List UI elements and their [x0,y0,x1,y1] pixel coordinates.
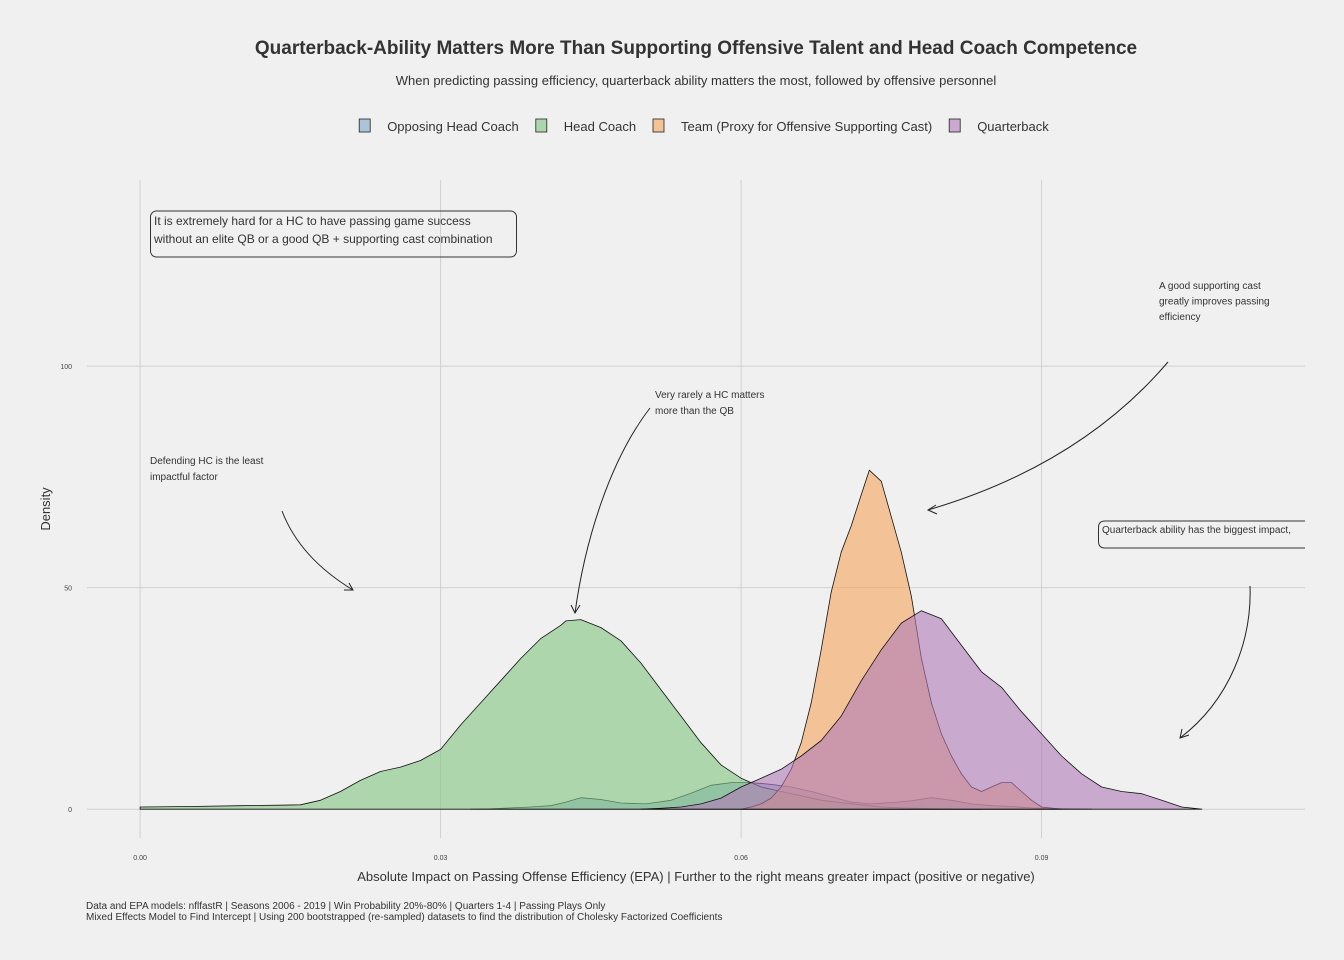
annotation-hc-rarely-line-1: Very rarely a HC matters [655,390,764,401]
annotations: It is extremely hard for a HC to have pa… [150,210,1305,739]
annotation-arrow-defending-hc [281,510,354,591]
legend-item-opposing-head-coach: Opposing Head Coach [358,118,519,134]
caption-line-1: Data and EPA models: nflfastR | Seasons … [86,901,605,912]
caption-line-2: Mixed Effects Model to Find Intercept | … [86,912,722,923]
x-tick-label: 0.09 [1035,855,1049,862]
legend-swatch [535,118,548,133]
annotation-hc-rarely-line-2: more than the QB [655,406,734,417]
legend-item-quarterback: Quarterback [948,118,1049,134]
annotation-supporting-cast-line-3: efficiency [1159,312,1201,323]
legend-item-team-proxy-for-offensive-supporting-cast: Team (Proxy for Offensive Supporting Cas… [652,118,932,134]
annotation-supporting-cast: A good supporting cast greatly improves … [1159,281,1272,323]
annotation-arrowhead-hc-rarely [570,604,581,615]
y-tick-label: 100 [60,364,72,371]
annotation-arrow-qb-biggest [1179,585,1251,739]
annotation-arrow-hc-rarely [574,407,651,614]
legend-swatch [652,118,665,133]
legend-label: Opposing Head Coach [387,119,519,134]
legend-label: Head Coach [564,119,636,134]
legend-label: Team (Proxy for Offensive Supporting Cas… [681,119,932,134]
annotation-hc-rarely: Very rarely a HC matters more than the Q… [655,390,767,417]
chart-subtitle: When predicting passing efficiency, quar… [396,73,997,88]
y-axis-title: Density [38,487,53,531]
density-series [139,469,1203,810]
density-quarterback [640,610,1203,810]
y-tick-label: 50 [64,586,72,593]
annotation-arrow-supporting-cast [927,361,1169,511]
legend: Opposing Head Coach Head Coach Team (Proxy… [358,118,1049,134]
legend-swatch [358,118,371,133]
annotation-box-hc-elite [150,210,517,258]
x-axis-ticks: 0.00 0.03 0.06 0.09 [133,855,1048,862]
legend-label: Quarterback [977,119,1049,134]
annotation-hc-elite: It is extremely hard for a HC to have pa… [153,214,493,246]
legend-item-head-coach: Head Coach [535,118,636,134]
annotation-hc-elite-line-1: It is extremely hard for a HC to have pa… [154,214,471,228]
annotation-defending-hc-line-1: Defending HC is the least [150,456,264,467]
x-axis-title: Absolute Impact on Passing Offense Effic… [357,869,1035,884]
annotation-box-qb-biggest [1098,520,1305,549]
annotation-supporting-cast-line-1: A good supporting cast [1159,281,1261,292]
annotation-qb-biggest: Quarterback ability has the biggest impa… [1102,525,1291,536]
chart-title: Quarterback-Ability Matters More Than Su… [255,38,1137,59]
x-tick-label: 0.06 [734,855,748,862]
y-axis-ticks: 0 50 100 [60,364,72,814]
annotation-arrowhead-supporting-cast [926,504,938,515]
legend-swatch [948,118,961,133]
annotation-defending-hc: Defending HC is the least impactful fact… [150,456,266,483]
annotation-supporting-cast-line-2: greatly improves passing [1159,297,1270,308]
annotation-arrowhead-qb-biggest [1179,728,1190,739]
annotation-hc-elite-line-2: without an elite QB or a good QB + suppo… [153,232,493,246]
x-tick-label: 0.00 [133,855,147,862]
annotation-arrowhead-defending-hc [344,582,354,591]
annotation-defending-hc-line-2: impactful factor [150,472,218,483]
x-tick-label: 0.03 [434,855,448,862]
y-tick-label: 0 [68,807,72,814]
